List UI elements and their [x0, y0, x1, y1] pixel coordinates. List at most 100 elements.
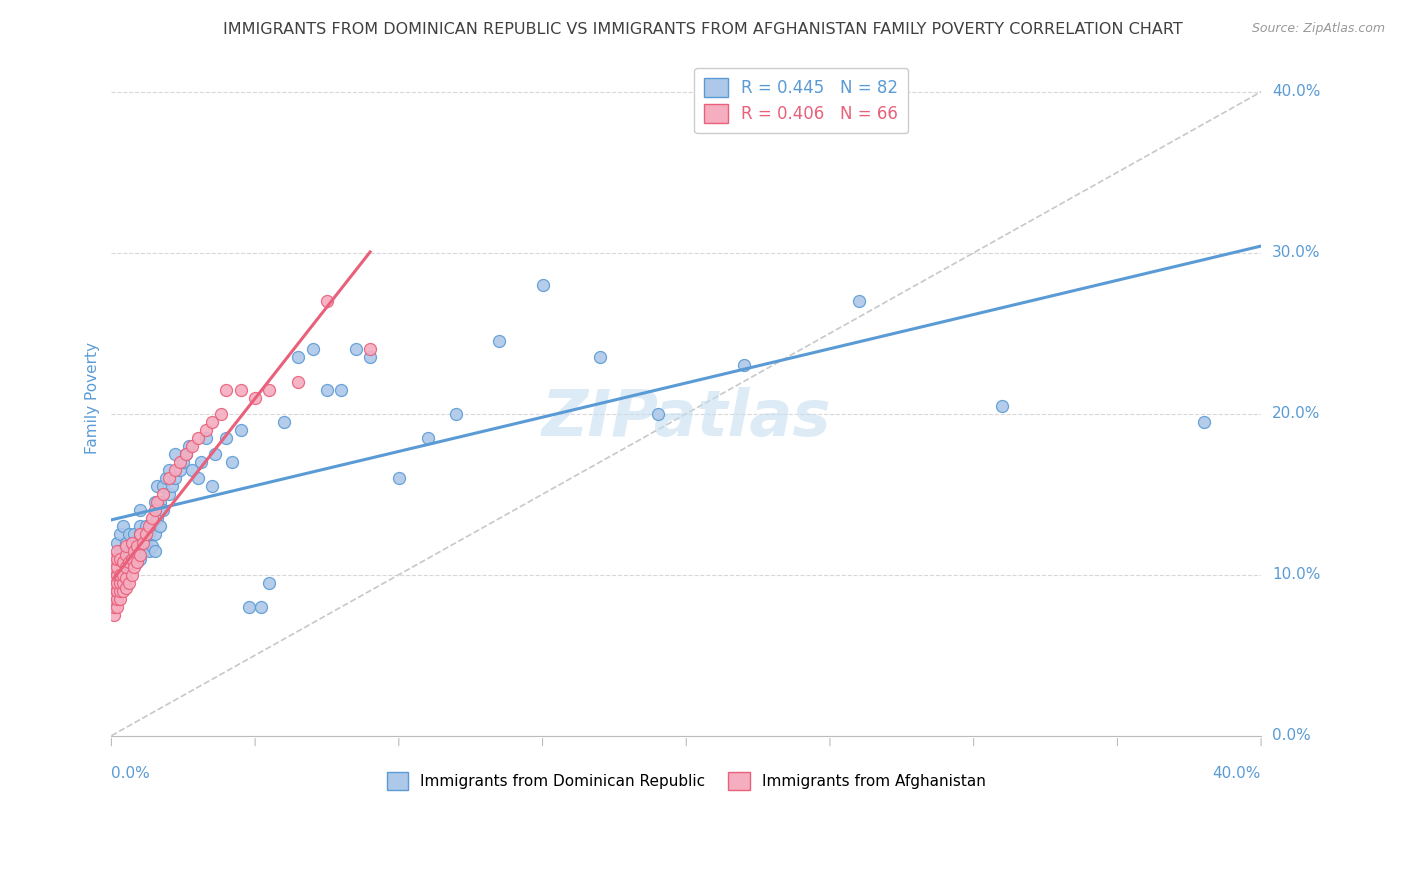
Text: 20.0%: 20.0%	[1272, 406, 1320, 421]
Point	[163, 463, 186, 477]
Point	[114, 559, 136, 574]
Text: 30.0%: 30.0%	[1272, 245, 1320, 260]
Point	[108, 583, 131, 598]
Point	[111, 519, 134, 533]
Point	[132, 543, 155, 558]
Point	[163, 471, 186, 485]
Text: ZIPatlas: ZIPatlas	[541, 387, 831, 449]
Point	[108, 551, 131, 566]
Point	[848, 294, 870, 309]
Point	[141, 511, 163, 525]
Point	[105, 583, 128, 598]
Point	[163, 447, 186, 461]
Point	[111, 583, 134, 598]
Point	[187, 471, 209, 485]
Point	[127, 555, 149, 569]
Point	[132, 535, 155, 549]
Y-axis label: Family Poverty: Family Poverty	[86, 342, 100, 454]
Text: 0.0%: 0.0%	[1272, 728, 1310, 743]
Point	[169, 463, 191, 477]
Point	[111, 551, 134, 566]
Point	[118, 551, 141, 566]
Point	[135, 519, 157, 533]
Point	[359, 343, 381, 357]
Point	[316, 294, 339, 309]
Point	[138, 543, 160, 558]
Point	[111, 567, 134, 582]
Point	[105, 591, 128, 606]
Point	[114, 571, 136, 585]
Point	[180, 439, 202, 453]
Point	[201, 415, 224, 429]
Point	[229, 383, 252, 397]
Point	[141, 539, 163, 553]
Point	[146, 511, 169, 525]
Point	[129, 551, 152, 566]
Point	[1192, 415, 1215, 429]
Point	[103, 571, 125, 585]
Point	[129, 527, 152, 541]
Point	[135, 535, 157, 549]
Point	[204, 447, 226, 461]
Point	[105, 575, 128, 590]
Point	[589, 351, 612, 365]
Text: 40.0%: 40.0%	[1272, 85, 1320, 99]
Point	[146, 479, 169, 493]
Text: Source: ZipAtlas.com: Source: ZipAtlas.com	[1251, 22, 1385, 36]
Point	[103, 581, 125, 595]
Point	[143, 527, 166, 541]
Point	[157, 471, 180, 485]
Point	[111, 575, 134, 590]
Point	[108, 527, 131, 541]
Point	[129, 539, 152, 553]
Point	[187, 431, 209, 445]
Point	[446, 407, 468, 421]
Point	[157, 487, 180, 501]
Point	[124, 527, 146, 541]
Point	[647, 407, 669, 421]
Point	[215, 383, 238, 397]
Point	[359, 351, 381, 365]
Point	[103, 567, 125, 582]
Point	[105, 567, 128, 582]
Point	[121, 551, 143, 566]
Point	[152, 479, 174, 493]
Point	[103, 587, 125, 601]
Point	[287, 351, 309, 365]
Point	[273, 415, 295, 429]
Point	[121, 543, 143, 558]
Point	[195, 431, 218, 445]
Point	[155, 471, 177, 485]
Point	[114, 581, 136, 595]
Point	[103, 607, 125, 622]
Text: 0.0%: 0.0%	[111, 766, 150, 781]
Point	[157, 463, 180, 477]
Point	[129, 503, 152, 517]
Point	[152, 487, 174, 501]
Point	[138, 519, 160, 533]
Point	[259, 575, 281, 590]
Point	[124, 549, 146, 563]
Point	[259, 383, 281, 397]
Point	[172, 455, 194, 469]
Point	[180, 463, 202, 477]
Point	[143, 503, 166, 517]
Point	[114, 559, 136, 574]
Point	[114, 549, 136, 563]
Point	[388, 471, 411, 485]
Point	[121, 555, 143, 569]
Point	[121, 535, 143, 549]
Point	[160, 479, 183, 493]
Point	[127, 555, 149, 569]
Point	[105, 551, 128, 566]
Point	[105, 535, 128, 549]
Point	[991, 399, 1014, 413]
Point	[174, 447, 197, 461]
Point	[105, 543, 128, 558]
Point	[316, 383, 339, 397]
Point	[221, 455, 243, 469]
Point	[174, 447, 197, 461]
Point	[152, 503, 174, 517]
Point	[146, 495, 169, 509]
Point	[143, 543, 166, 558]
